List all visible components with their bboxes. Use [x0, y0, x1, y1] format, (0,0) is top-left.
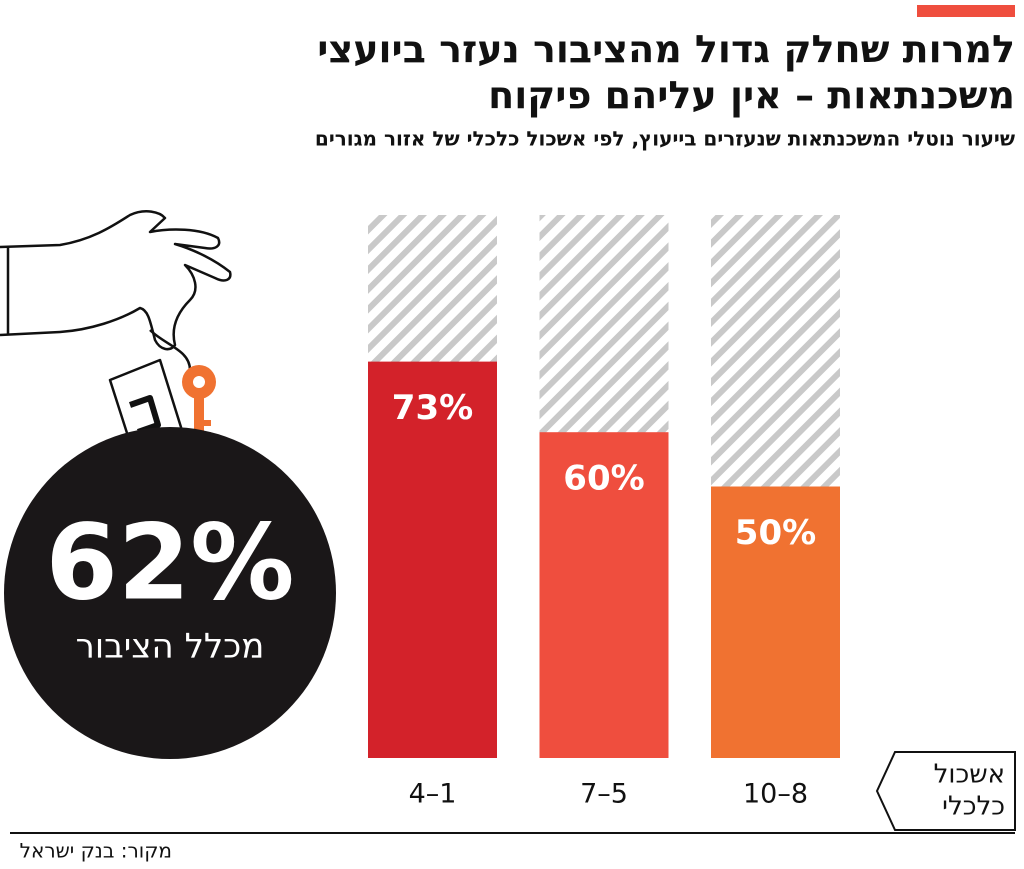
highlight-text: מכלל הציבור — [76, 627, 265, 667]
bar — [368, 361, 497, 758]
data-label: 60% — [563, 459, 644, 499]
highlight-value: 62% — [46, 501, 295, 623]
source: מקור: בנק ישראל — [20, 839, 172, 863]
illustration — [0, 210, 232, 460]
x-axis-label: אשכול — [934, 760, 1005, 790]
highlight-circle — [4, 427, 336, 759]
chart-subtitle: שיעור נוטלי המשכנתאות שנעזרים בייעוץ, לפ… — [315, 127, 1015, 151]
x-tick-label: 10–8 — [743, 779, 808, 810]
bar — [539, 432, 669, 758]
chart-title: למרות שחלק גדול מהציבור נעזר ביועצי — [317, 28, 1015, 72]
axis-label-box — [875, 751, 1016, 831]
x-tick-label: 7–5 — [580, 779, 628, 810]
chart-title: משכנתאות – אין עליהם פיקוח — [488, 74, 1015, 118]
data-label: 73% — [392, 388, 473, 428]
x-axis-label: כלכלי — [942, 792, 1005, 822]
bar — [711, 486, 840, 758]
x-tick-label: 4–1 — [409, 779, 457, 810]
data-label: 50% — [735, 513, 816, 553]
accent-bar — [917, 5, 1015, 17]
